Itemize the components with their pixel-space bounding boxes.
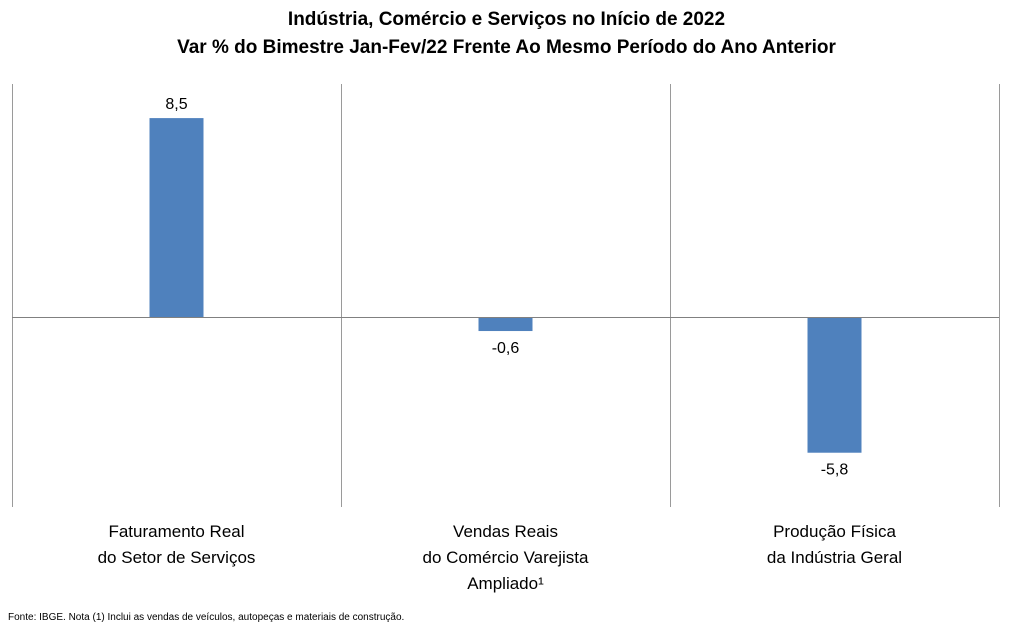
source-footnote: Fonte: IBGE. Nota (1) Inclui as vendas d…: [8, 612, 405, 623]
chart-title-block: Indústria, Comércio e Serviços no Início…: [0, 6, 1013, 62]
category-label: do Setor de Serviços: [98, 548, 256, 567]
chart-title: Indústria, Comércio e Serviços no Início…: [287, 9, 726, 30]
category-label: Vendas Reais: [453, 522, 558, 541]
category-label: do Comércio Varejista: [423, 548, 590, 567]
data-label: 8,5: [165, 96, 187, 113]
category-label: da Indústria Geral: [767, 548, 902, 567]
data-label: -0,6: [492, 340, 520, 357]
category-label: Ampliado¹: [467, 574, 544, 593]
bar: [807, 317, 862, 453]
bar: [149, 118, 204, 317]
category-label: Faturamento Real: [108, 522, 244, 541]
chart-subtitle: Var % do Bimestre Jan-Fev/22 Frente Ao M…: [177, 37, 836, 58]
bar: [478, 317, 533, 332]
category-label: Produção Física: [773, 522, 896, 541]
data-label: -5,8: [821, 462, 849, 479]
